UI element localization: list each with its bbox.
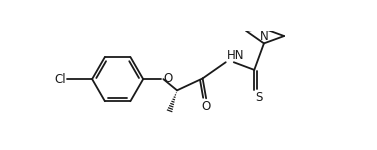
Text: S: S — [256, 91, 263, 104]
Text: O: O — [163, 72, 172, 85]
Text: N: N — [259, 30, 268, 43]
Text: HN: HN — [227, 49, 244, 62]
Text: Cl: Cl — [54, 73, 66, 86]
Text: O: O — [201, 100, 211, 113]
